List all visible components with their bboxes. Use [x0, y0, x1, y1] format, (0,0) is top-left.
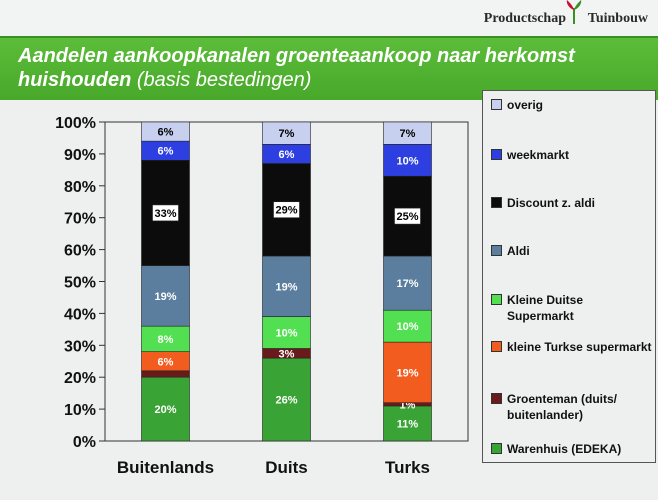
y-tick-label: 90%	[64, 147, 96, 164]
legend-swatch	[491, 443, 502, 454]
data-label-box	[273, 201, 300, 219]
stacked-bar-chart: 0% 10% 20% 30% 40% 50% 60% 70% 80% 90% 100% 20% 6% 8%…	[55, 115, 469, 477]
chart-legend: overig weekmarkt Discount z. aldi Aldi Klein…	[482, 90, 656, 463]
bar-segment	[262, 357, 311, 442]
data-label: 6%	[158, 146, 174, 158]
chart-title-sub: (basis bestedingen)	[131, 69, 312, 91]
bar-segment	[262, 316, 311, 349]
bar-segment	[383, 341, 432, 404]
data-label: 17%	[396, 278, 418, 290]
title-banner	[0, 38, 658, 100]
data-label: 19%	[154, 291, 176, 303]
legend-swatch	[491, 341, 502, 352]
bar-segment	[262, 255, 311, 317]
legend-swatch	[491, 294, 502, 305]
data-label: 7%	[400, 128, 416, 140]
bar-segment	[141, 370, 190, 378]
chart-title-main: Aandelen aankoopkanalen groenteaankoop n…	[18, 45, 575, 91]
data-label: 6%	[158, 127, 174, 139]
legend-label: kleine Turkse supermarkt	[507, 340, 652, 354]
bar-segment	[141, 376, 190, 442]
legend-swatch	[491, 99, 502, 110]
legend-label: Warenhuis (EDEKA)	[507, 442, 622, 456]
data-label: 6%	[279, 149, 295, 161]
legend-swatch	[491, 245, 502, 256]
y-tick-label: 80%	[64, 179, 96, 196]
data-label-box	[394, 207, 421, 225]
legend-label: Aldi	[507, 244, 530, 258]
data-label: 6%	[158, 356, 174, 368]
data-label: 26%	[275, 395, 297, 407]
y-tick-label: 70%	[64, 211, 96, 228]
data-label: 33%	[154, 208, 176, 220]
y-tick-label: 60%	[64, 243, 96, 260]
chart-title: Aandelen aankoopkanalen groenteaankoop n…	[18, 44, 618, 92]
y-tick-label: 30%	[64, 338, 96, 355]
legend-label: Discount z. aldi	[507, 196, 596, 210]
brand-logo: Productschap Tuinbouw	[468, 0, 658, 30]
bar-segment	[262, 121, 311, 145]
bar-segment	[383, 121, 432, 145]
x-category-label: Duits	[265, 458, 308, 477]
legend-swatch	[491, 197, 502, 208]
x-category-label: Buitenlands	[117, 458, 214, 477]
legend-label: overig	[507, 98, 544, 112]
data-label: 29%	[275, 205, 297, 217]
brand-name-right: Tuinbouw	[587, 11, 648, 26]
bar-segment	[383, 255, 432, 311]
data-label: 8%	[158, 334, 174, 346]
legend-label: Groenteman (duits/ buitenlander)	[507, 392, 618, 422]
data-label: 25%	[396, 211, 418, 223]
bar-segment	[383, 144, 432, 177]
legend-label: Kleine Duitse Supermarkt	[507, 293, 584, 323]
bar-segment	[383, 309, 432, 343]
y-tick-label: 100%	[55, 115, 96, 132]
data-label-box	[152, 204, 179, 222]
legend-swatch	[491, 393, 502, 404]
data-label: 10%	[396, 155, 418, 167]
data-label: 10%	[275, 328, 297, 340]
data-label: 20%	[154, 404, 176, 416]
data-label: 19%	[275, 281, 297, 293]
legend-swatch	[491, 149, 502, 160]
y-tick-label: 10%	[64, 402, 96, 419]
data-label: 11%	[397, 418, 419, 430]
bar-segment	[141, 121, 190, 142]
bar-segment	[383, 405, 432, 442]
bar-segment	[141, 325, 190, 352]
header-divider	[0, 36, 658, 38]
y-tick-label: 0%	[73, 434, 96, 451]
y-tick-label: 40%	[64, 306, 96, 323]
x-category-label: Turks	[385, 458, 430, 477]
data-label: 3%	[279, 348, 295, 360]
legend-label: weekmarkt	[507, 148, 570, 162]
data-label: 19%	[396, 367, 418, 379]
tulip-logo-icon	[566, 0, 582, 24]
data-label: 10%	[396, 321, 418, 333]
brand-name-left: Productschap	[483, 11, 566, 26]
bar-segment	[141, 265, 190, 327]
data-label: 7%	[279, 128, 295, 140]
y-tick-label: 50%	[64, 275, 96, 292]
bar-segment	[262, 163, 311, 257]
y-tick-label: 20%	[64, 370, 96, 387]
